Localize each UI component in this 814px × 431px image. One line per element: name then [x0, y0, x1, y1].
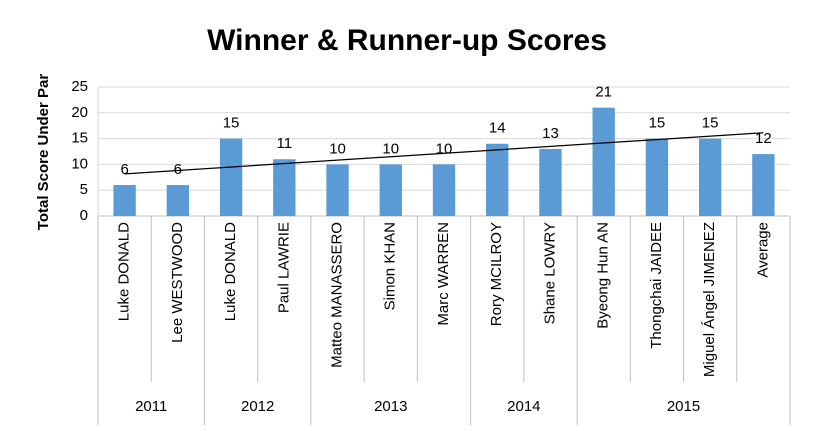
y-axis-title: Total Score Under Par — [35, 74, 52, 231]
group-label: 2013 — [374, 398, 407, 415]
x-tick-label: Average — [754, 222, 771, 278]
x-tick-label: Matteo MANASSERO — [329, 222, 346, 368]
bar — [166, 185, 190, 216]
x-tick-label: Thongchai JAIDEE — [648, 222, 665, 349]
bar — [113, 185, 136, 216]
bar — [539, 148, 562, 216]
x-tick-label: Luke DONALD — [116, 222, 133, 321]
x-tick-label: Lee WESTWOOD — [169, 222, 186, 343]
bar — [486, 143, 509, 216]
data-label: 21 — [595, 84, 612, 101]
x-tick-label: Shane LOWRY — [541, 222, 558, 324]
data-label: 11 — [277, 135, 293, 152]
group-label: 2012 — [241, 398, 274, 415]
y-tick-label: 15 — [71, 130, 88, 147]
data-label: 15 — [223, 115, 240, 132]
x-tick-label: Simon KHAN — [382, 222, 399, 310]
data-label: 10 — [436, 140, 453, 157]
group-label: 2014 — [507, 398, 540, 415]
bar — [645, 138, 669, 216]
x-tick-label: Byeong Hun AN — [595, 222, 612, 329]
data-label: 10 — [329, 140, 346, 157]
x-tick-label: Miguel Ángel JIMENEZ — [701, 222, 718, 377]
group-label: 2015 — [667, 398, 700, 415]
bar — [379, 164, 402, 216]
data-label: 10 — [382, 140, 399, 157]
data-label: 6 — [174, 161, 182, 178]
trendline — [124, 132, 764, 175]
bar — [432, 164, 456, 216]
bar — [326, 164, 349, 216]
x-tick-label: Luke DONALD — [222, 222, 239, 321]
y-tick-label: 20 — [71, 104, 88, 121]
chart-title: Winner & Runner-up Scores — [207, 24, 607, 57]
y-tick-label: 0 — [80, 207, 88, 224]
bar — [219, 138, 243, 216]
bar — [592, 107, 615, 216]
bar — [752, 154, 775, 216]
y-tick-label: 10 — [71, 155, 88, 172]
data-label: 12 — [755, 130, 772, 147]
y-tick-label: 5 — [80, 181, 88, 198]
bar — [698, 138, 722, 216]
data-label: 13 — [542, 125, 559, 142]
data-label: 15 — [649, 115, 666, 132]
data-label: 6 — [120, 161, 128, 178]
x-tick-label: Marc WARREN — [435, 222, 452, 326]
x-tick-label: Rory MCILROY — [488, 222, 505, 326]
group-label: 2011 — [135, 398, 167, 415]
y-tick-label: 25 — [71, 78, 88, 95]
x-tick-label: Paul LAWRIE — [275, 222, 292, 313]
bar — [273, 159, 296, 216]
data-label: 14 — [489, 120, 506, 137]
data-label: 15 — [702, 115, 719, 132]
